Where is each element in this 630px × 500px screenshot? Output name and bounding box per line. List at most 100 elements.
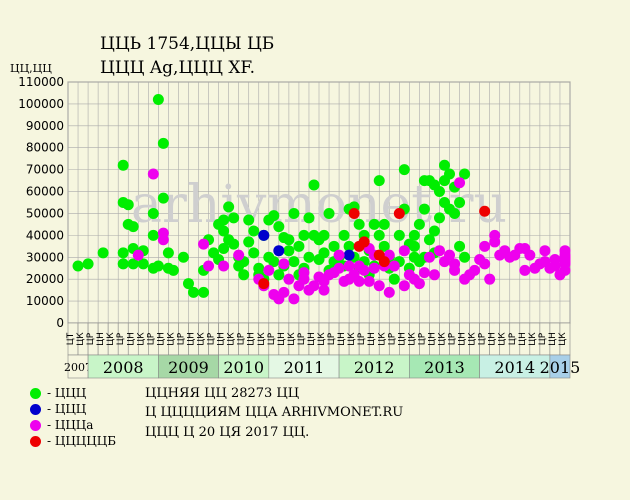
data-point bbox=[484, 273, 496, 285]
data-point bbox=[268, 210, 280, 222]
x-tick-label: ЦР bbox=[86, 332, 96, 345]
data-point bbox=[519, 264, 531, 276]
data-point bbox=[233, 249, 245, 261]
legend-item-4: - ЦЦЦЦЦБ bbox=[30, 434, 116, 448]
legend-label: - ЦЦЦЦЦБ bbox=[47, 434, 117, 448]
data-point bbox=[449, 264, 461, 276]
x-tick-label: ЦК bbox=[197, 332, 207, 346]
year-label: 2007 bbox=[64, 361, 92, 374]
x-tick-label: ЦН bbox=[156, 332, 166, 346]
data-point bbox=[298, 267, 310, 279]
data-point bbox=[428, 269, 440, 281]
info-date: ЦЦЦ Ц 20 ЦЯ 2017 ЦЦ. bbox=[145, 425, 310, 440]
data-point bbox=[162, 247, 174, 259]
data-point bbox=[398, 164, 410, 176]
data-point bbox=[318, 229, 330, 241]
data-point bbox=[343, 249, 355, 261]
data-point bbox=[333, 249, 345, 261]
x-tick-label: ЦР bbox=[387, 332, 397, 345]
year-label: 2010 bbox=[223, 358, 264, 377]
x-tick-label: ЦН bbox=[247, 332, 257, 346]
data-point bbox=[117, 247, 129, 259]
data-point bbox=[444, 249, 456, 261]
data-point bbox=[258, 229, 270, 241]
data-point bbox=[273, 221, 285, 233]
x-tick-label: ЦК bbox=[498, 332, 508, 346]
y-tick-label: 100000 bbox=[18, 97, 64, 111]
data-point bbox=[449, 207, 461, 219]
data-point bbox=[288, 207, 300, 219]
data-point bbox=[218, 260, 230, 272]
data-point bbox=[218, 214, 230, 226]
data-point bbox=[439, 159, 450, 171]
data-point bbox=[358, 236, 370, 248]
data-point bbox=[167, 264, 179, 276]
data-point bbox=[444, 168, 456, 180]
data-point bbox=[122, 199, 134, 211]
data-point bbox=[398, 245, 410, 257]
x-tick-label: ЦК bbox=[407, 332, 417, 346]
x-tick-label: ЦР bbox=[327, 332, 337, 345]
data-point bbox=[273, 269, 285, 281]
data-point bbox=[383, 286, 395, 298]
data-point bbox=[203, 260, 215, 272]
data-point bbox=[137, 258, 149, 270]
x-tick-label: ЦК bbox=[76, 332, 86, 346]
x-tick-label: ЦК bbox=[287, 332, 297, 346]
data-point bbox=[353, 218, 365, 230]
y-tick-label: 20000 bbox=[26, 272, 64, 286]
x-tick-label: ЦН bbox=[458, 332, 468, 346]
data-point bbox=[398, 280, 410, 292]
data-point bbox=[388, 273, 400, 285]
x-tick-label: ЦК bbox=[106, 332, 116, 346]
data-point bbox=[132, 249, 144, 261]
data-point bbox=[559, 253, 571, 265]
legend-magenta-dot bbox=[30, 419, 41, 431]
legend-item-3: - ЦЦЦа bbox=[30, 418, 93, 432]
data-point bbox=[469, 264, 481, 276]
x-tick-label: ЦР bbox=[116, 332, 126, 345]
data-point bbox=[454, 177, 466, 189]
data-point bbox=[479, 258, 491, 270]
x-tick-label: ЦК bbox=[257, 332, 267, 346]
x-tick-label: ЦК bbox=[347, 332, 357, 346]
legend-label: - ЦЦЦ bbox=[47, 402, 87, 416]
data-point bbox=[198, 286, 210, 298]
data-point bbox=[258, 278, 270, 290]
data-point bbox=[117, 258, 129, 270]
data-point bbox=[117, 159, 129, 171]
legend-blue-dot bbox=[30, 403, 41, 415]
data-point bbox=[147, 207, 159, 219]
y-tick-label: 110000 bbox=[18, 75, 64, 89]
x-tick-label: ЦР bbox=[297, 332, 307, 345]
x-tick-label: ЦН bbox=[367, 332, 377, 346]
data-point bbox=[288, 293, 300, 305]
x-tick-label: ЦК bbox=[166, 332, 176, 346]
chart-title: ЦЦЬ 1754,ЦЦЫ ЦБ bbox=[100, 34, 275, 54]
data-point bbox=[343, 240, 355, 252]
x-tick-label: ЦК bbox=[136, 332, 146, 346]
chart-subtitle: ЦЦЦ Ag,ЦЦЦ XF. bbox=[100, 58, 255, 78]
x-tick-label: ЦН bbox=[217, 332, 227, 346]
y-tick-label: 80000 bbox=[26, 141, 64, 155]
data-point bbox=[393, 207, 405, 219]
scatter-chart: 0 10000 20000 30000 40000 50000 60000 70000 8000… bbox=[18, 75, 580, 379]
legend-item-2: - ЦЦЦ bbox=[30, 402, 86, 416]
x-tick-label: ЦК bbox=[558, 332, 568, 346]
x-tick-label: ЦК bbox=[377, 332, 387, 346]
data-point bbox=[308, 280, 320, 292]
data-point bbox=[489, 236, 501, 248]
data-point bbox=[378, 240, 390, 252]
data-point bbox=[127, 258, 139, 270]
x-tick-label: ЦН bbox=[337, 332, 347, 346]
x-tick-label: ЦК bbox=[468, 332, 478, 346]
year-label: 2013 bbox=[424, 358, 465, 377]
data-point bbox=[378, 218, 390, 230]
year-label: 2014 bbox=[494, 358, 535, 377]
x-tick-label: ЦН bbox=[397, 332, 407, 346]
x-tick-label: ЦТ bbox=[66, 332, 76, 345]
x-tick-label: ЦР bbox=[176, 332, 186, 345]
data-point bbox=[459, 168, 471, 180]
series-ee0000 bbox=[258, 205, 491, 290]
data-point bbox=[408, 229, 420, 241]
